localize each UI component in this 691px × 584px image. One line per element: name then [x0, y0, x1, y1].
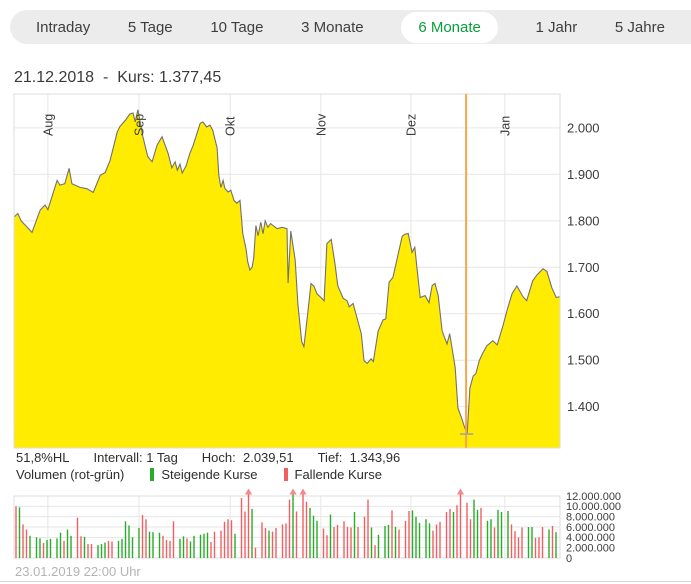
month-label-sep: Sep: [133, 114, 147, 136]
month-label-okt: Okt: [224, 116, 238, 136]
legend-marker-icon: [150, 468, 155, 481]
tab-intraday[interactable]: Intraday: [36, 18, 91, 36]
stat-high: Hoch: 2.039,51: [201, 450, 294, 465]
tab-5-jahre[interactable]: 5 Jahre: [614, 18, 665, 36]
legend-item-steigende-kurse: Steigende Kurse: [150, 467, 258, 482]
volume-axis-label: 6.000.000: [566, 522, 615, 534]
tab-5-tage[interactable]: 5 Tage: [127, 18, 173, 36]
stat-interval: Intervall: 1 Tag: [93, 450, 178, 465]
volume-legend: Volumen (rot-grün) Steigende Kurse Fallen…: [16, 467, 408, 482]
volume-clip-arrow-icon: [456, 488, 465, 495]
timestamp: 23.01.2019 22:00 Uhr: [15, 564, 141, 579]
volume-chart: 02.000.0004.000.0006.000.0008.000.00010.…: [13, 488, 621, 565]
bottom-divider: [0, 581, 691, 582]
volume-clip-arrow-icon: [299, 488, 307, 495]
price-axis-label: 1.800: [567, 213, 600, 228]
price-axis-label: 1.600: [567, 306, 600, 321]
tab-1-jahr[interactable]: 1 Jahr: [535, 18, 578, 36]
legend-label: Steigende Kurse: [161, 467, 258, 482]
month-label-nov: Nov: [314, 113, 328, 136]
legend-label: Fallende Kurse: [294, 467, 382, 482]
legend-marker-icon: [283, 468, 288, 481]
volume-axis-label: 8.000.000: [566, 511, 615, 523]
volume-axis-label: 2.000.000: [566, 542, 615, 554]
price-axis-label: 2.000: [567, 120, 600, 135]
stat-low: Tief: 1.343,96: [317, 450, 401, 465]
stat-range-percent: 51,8%HL: [16, 450, 70, 465]
price-axis-label: 1.700: [567, 260, 600, 275]
price-axis-label: 1.900: [567, 167, 600, 182]
stats-row: 51,8%HL Intervall: 1 Tag Hoch: 2.039,51 Tie…: [16, 450, 424, 465]
month-label-dez: Dez: [404, 114, 418, 136]
volume-clip-arrow-icon: [289, 488, 297, 495]
volume-clip-arrow-icon: [244, 488, 253, 495]
volume-axis-label: 10.000.000: [566, 501, 621, 513]
volume-axis-label: 12.000.000: [566, 491, 621, 503]
price-axis-label: 1.400: [567, 399, 600, 414]
tab-10-tage[interactable]: 10 Tage: [210, 18, 264, 36]
price-chart[interactable]: 1.400 1.500 1.600 1.700 1.800 1.900 2.000 Aug Se…: [0, 88, 691, 452]
month-label-jan: Jan: [498, 116, 512, 136]
tab-3-monate[interactable]: 3 Monate: [301, 18, 364, 36]
volume-axis-label: 4.000.000: [566, 532, 615, 544]
legend-item-fallende-kurse: Fallende Kurse: [283, 467, 382, 482]
tab-6-monate[interactable]: 6 Monate: [401, 11, 498, 43]
volume-axis-label: 0: [566, 553, 572, 565]
chart-title: 21.12.2018 - Kurs: 1.377,45: [14, 69, 222, 86]
volume-label: Volumen (rot-grün): [16, 467, 125, 482]
price-axis-label: 1.500: [567, 353, 600, 368]
month-label-aug: Aug: [41, 114, 55, 136]
timeframe-tabbar: Intraday 5 Tage 10 Tage 3 Monate 6 Monate 1 J…: [10, 10, 691, 44]
